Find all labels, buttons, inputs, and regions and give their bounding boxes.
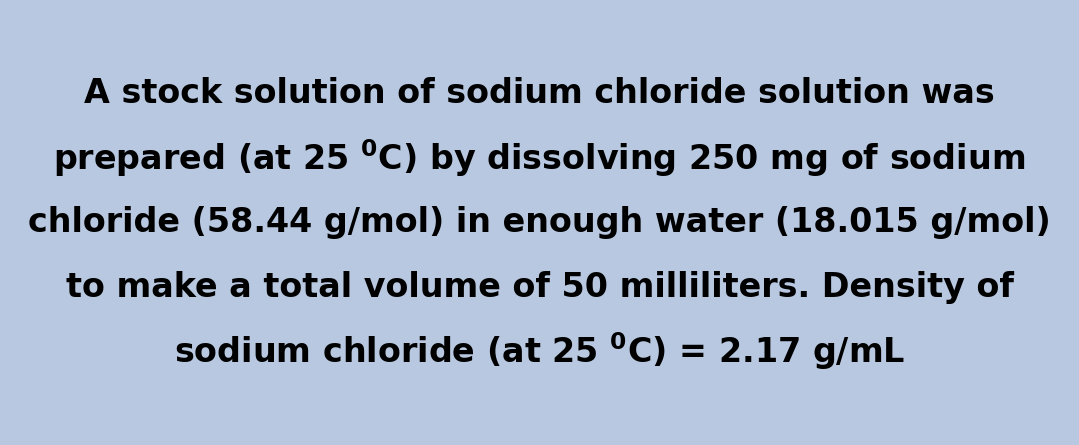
Text: to make a total volume of 50 milliliters. Density of: to make a total volume of 50 milliliters… xyxy=(66,271,1013,303)
Text: sodium chloride (at 25 $^{\mathbf{0}}$C) = 2.17 g/mL: sodium chloride (at 25 $^{\mathbf{0}}$C)… xyxy=(174,331,905,372)
Text: A stock solution of sodium chloride solution was: A stock solution of sodium chloride solu… xyxy=(84,77,995,110)
Text: chloride (58.44 g/mol) in enough water (18.015 g/mol): chloride (58.44 g/mol) in enough water (… xyxy=(28,206,1051,239)
Text: prepared (at 25 $^{\mathbf{0}}$C) by dissolving 250 mg of sodium: prepared (at 25 $^{\mathbf{0}}$C) by dis… xyxy=(54,137,1025,179)
